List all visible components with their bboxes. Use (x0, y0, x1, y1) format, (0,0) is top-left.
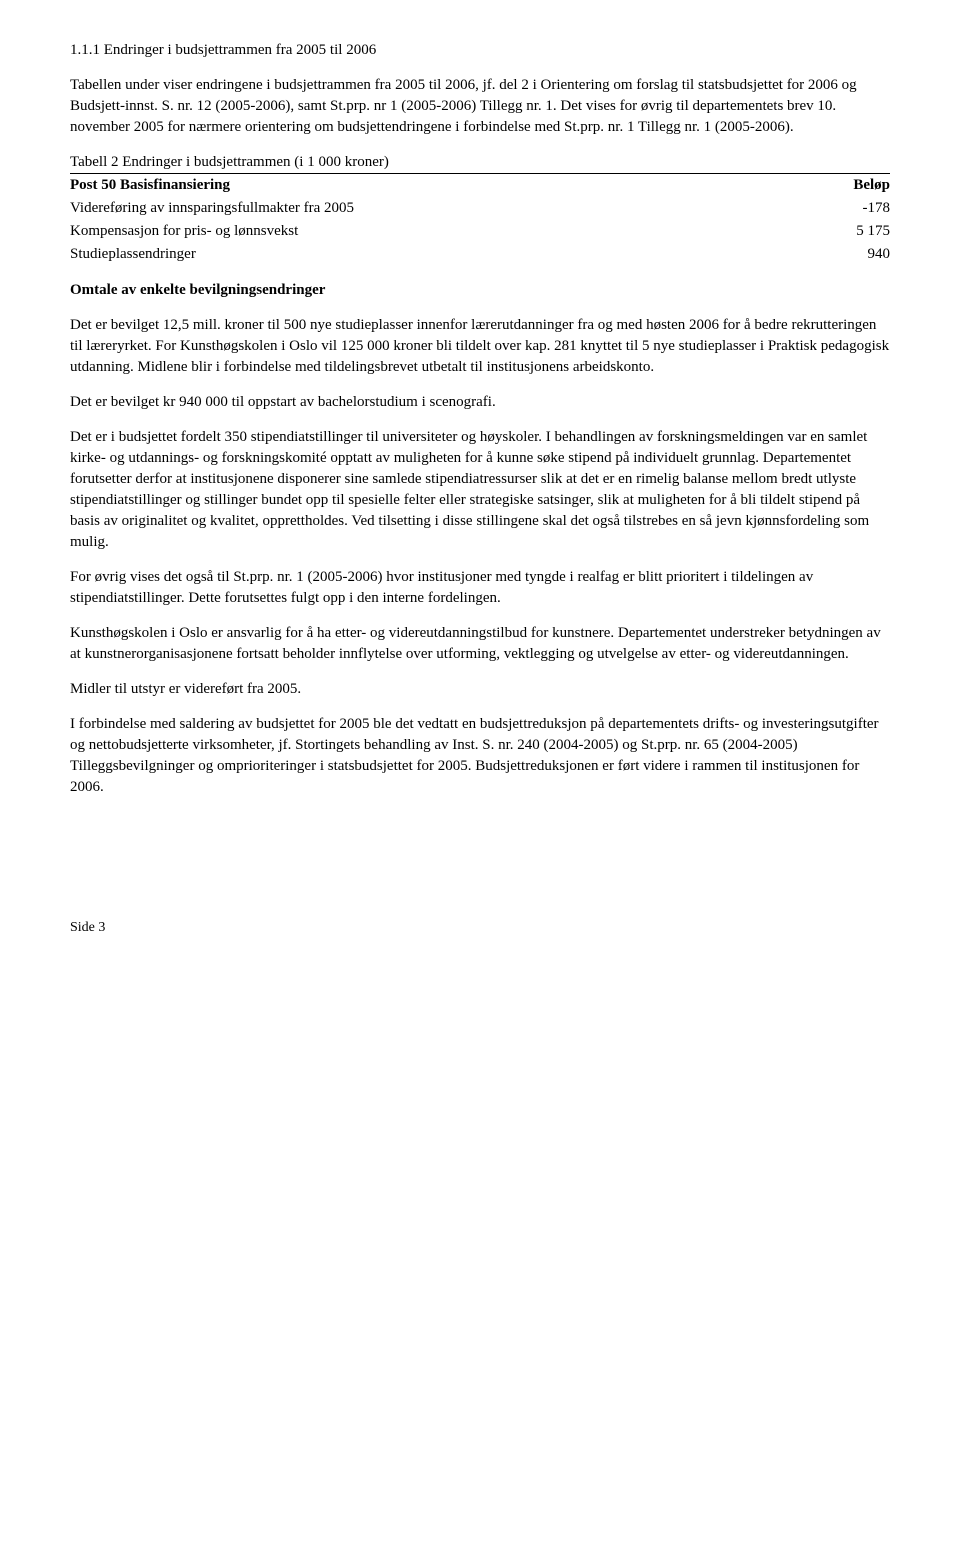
body-paragraph: For øvrig vises det også til St.prp. nr.… (70, 567, 890, 609)
body-paragraph: Kunsthøgskolen i Oslo er ansvarlig for å… (70, 623, 890, 665)
body-paragraph: Det er bevilget 12,5 mill. kroner til 50… (70, 315, 890, 378)
table-row-value: 5 175 (754, 220, 890, 243)
table-row: Videreføring av innsparingsfullmakter fr… (70, 197, 890, 220)
table-row: Studieplassendringer 940 (70, 243, 890, 266)
section-number: 1.1.1 (70, 42, 100, 58)
table-header-label: Post 50 Basisfinansiering (70, 174, 754, 198)
page-footer: Side 3 (70, 918, 890, 938)
body-paragraph: Det er i budsjettet fordelt 350 stipendi… (70, 427, 890, 553)
section-heading: 1.1.1 Endringer i budsjettrammen fra 200… (70, 40, 890, 61)
intro-paragraph: Tabellen under viser endringene i budsje… (70, 75, 890, 138)
table-row-value: -178 (754, 197, 890, 220)
table-caption: Tabell 2 Endringer i budsjettrammen (i 1… (70, 152, 890, 173)
body-paragraph: Midler til utstyr er videreført fra 2005… (70, 679, 890, 700)
table-row: Kompensasjon for pris- og lønnsvekst 5 1… (70, 220, 890, 243)
budget-table: Post 50 Basisfinansiering Beløp Viderefø… (70, 173, 890, 266)
table-row-value: 940 (754, 243, 890, 266)
table-row-label: Kompensasjon for pris- og lønnsvekst (70, 220, 754, 243)
body-paragraph: Det er bevilget kr 940 000 til oppstart … (70, 392, 890, 413)
table-row-label: Studieplassendringer (70, 243, 754, 266)
body-paragraph: I forbindelse med saldering av budsjette… (70, 714, 890, 798)
subheading: Omtale av enkelte bevilgningsendringer (70, 280, 890, 301)
table-row-label: Videreføring av innsparingsfullmakter fr… (70, 197, 754, 220)
table-header-row: Post 50 Basisfinansiering Beløp (70, 174, 890, 198)
section-title: Endringer i budsjettrammen fra 2005 til … (104, 42, 376, 58)
table-header-value: Beløp (754, 174, 890, 198)
